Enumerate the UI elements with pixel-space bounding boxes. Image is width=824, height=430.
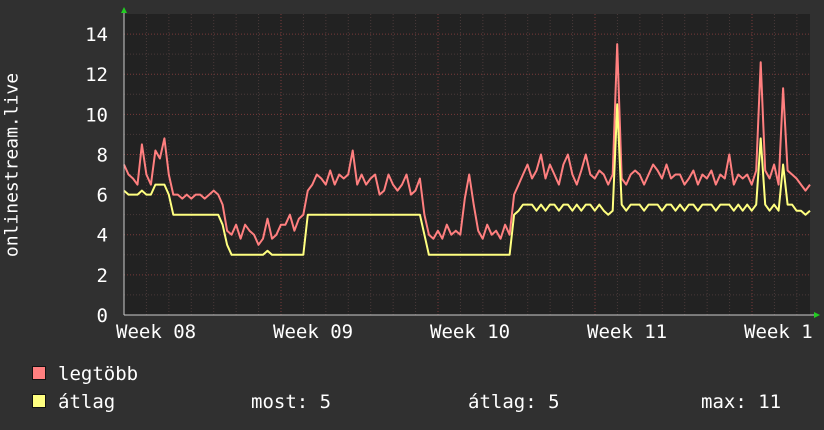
- plot-background: [124, 14, 810, 315]
- x-tick-label: Week 09: [273, 321, 353, 343]
- y-tick-label: 10: [85, 104, 108, 126]
- legend-swatch-atlag: [32, 393, 46, 408]
- series-line-atlag: [123, 103, 811, 256]
- y-tick-label: 6: [97, 185, 108, 207]
- x-tick-label: Week 10: [430, 321, 510, 343]
- stat-current: most: 5: [251, 391, 332, 413]
- x-tick-label: Week 08: [116, 321, 196, 343]
- y-tick-label: 8: [97, 144, 108, 166]
- y-axis-arrow: [121, 7, 127, 13]
- x-tick-label: Week 1: [744, 321, 813, 343]
- y-tick-label: 4: [97, 225, 108, 247]
- stat-max: max: 11: [701, 391, 782, 413]
- y-tick-label: 12: [85, 64, 108, 86]
- y-tick-label: 14: [85, 24, 108, 46]
- legend-label-atlag: átlag: [58, 391, 116, 413]
- legend-label-legtobb: legtöbb: [58, 363, 139, 385]
- legend-item-legtobb: legtöbb: [32, 363, 138, 385]
- legend-swatch-legtobb: [32, 365, 46, 380]
- series-line-legtobb: [123, 43, 811, 246]
- legend-item-atlag: átlag: [32, 391, 115, 413]
- y-axis-label: onlinestream.live: [1, 72, 23, 258]
- chart-area: 0 2 4 6 8 10 12 14 Week 08 Week 09 Week 10 Week 11 W…: [85, 7, 820, 343]
- y-tick-label: 0: [97, 305, 108, 327]
- y-tick-label: 2: [97, 265, 108, 287]
- stat-average: átlag: 5: [468, 391, 560, 413]
- x-tick-label: Week 11: [587, 321, 667, 343]
- x-axis-arrow: [814, 312, 820, 318]
